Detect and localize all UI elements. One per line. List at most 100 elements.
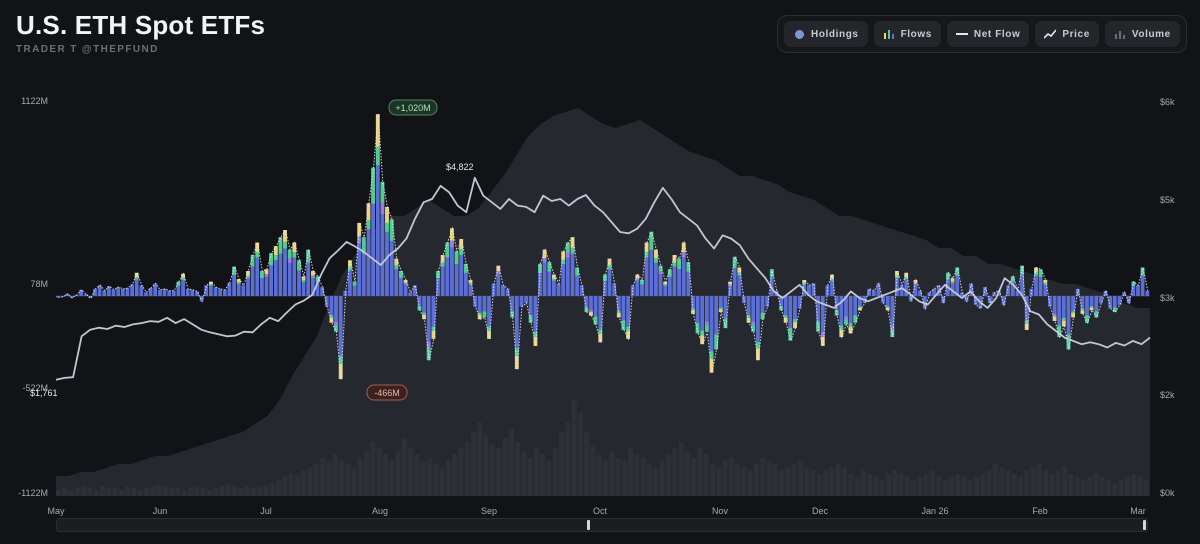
flow-bar-segment [672,262,677,267]
volume-bar [841,467,847,496]
flow-bar-segment [487,331,491,339]
flow-bar [556,283,561,296]
flow-bar [1089,296,1094,311]
flow-bar [292,242,297,296]
volume-bar [420,460,426,496]
x-tick-oct: Oct [593,506,608,516]
volume-bar [175,488,181,496]
flow-bar [788,296,793,341]
flow-bar-segment [1140,267,1145,273]
volume-bar [232,486,238,496]
volume-bar [401,438,407,496]
flow-bar-segment [1043,280,1048,283]
timeline-scrollbar-right-handle[interactable] [1143,520,1146,530]
volume-bar [376,448,382,496]
flow-bar [769,269,774,296]
volume-bar [898,473,904,496]
volume-bar [923,473,929,496]
volume-bar [395,451,401,496]
flow-bar-segment [375,146,380,166]
flow-bar-segment [426,342,431,349]
flow-bar [79,289,83,296]
x-tick-dec: Dec [812,506,829,516]
flow-bar [1136,285,1140,296]
flow-bar-segment [450,228,454,241]
volume-bar [559,432,565,496]
flow-bar-segment [635,278,640,281]
flow-bar-segment [459,239,464,250]
volume-bar [100,486,106,496]
flow-bar [603,274,607,296]
volume-bar [250,488,256,496]
flow-bar-segment [732,263,737,268]
flow-bar [482,296,487,318]
flow-bar-segment [496,271,501,275]
flows-toggle-button[interactable]: Flows [873,21,941,47]
flow-bar [204,285,209,296]
flow-bar [607,258,612,296]
flow-bar-segment [955,267,960,273]
volume-bar [414,454,420,496]
flow-bar [426,296,431,361]
flow-bar [552,274,556,296]
volume-bar [156,484,162,496]
flow-bar [640,280,644,296]
flow-bar-segment [422,312,426,315]
volume-toggle-button[interactable]: Volume [1104,21,1180,47]
volume-bar [364,451,370,496]
flow-bar-segment [575,267,579,273]
timeline-scrollbar[interactable] [56,518,1148,532]
flow-bar-segment [946,277,950,280]
volume-bar [867,473,873,496]
volume-bar [760,457,766,496]
flow-bar [399,271,403,296]
net-flow-toggle-button[interactable]: Net Flow [946,21,1030,47]
flow-bar-segment [547,262,552,269]
flow-bar-segment [598,334,603,343]
flow-bar [969,283,973,296]
volume-bar [647,464,653,496]
flow-bar [120,288,125,296]
flow-bar [209,281,213,296]
flow-bar-segment [514,348,519,356]
flow-bar-segment [232,266,236,272]
volume-bar [1080,480,1086,496]
price-toggle-button[interactable]: Price [1035,21,1099,47]
flow-bar-segment [955,272,960,276]
flow-bar-segment [1140,272,1145,276]
volume-bar [653,467,659,496]
volume-bar [219,486,225,496]
volume-bar [961,476,967,496]
flow-bar-segment [1020,271,1024,275]
flow-bar-segment [232,271,236,275]
flow-bar-segment [371,167,375,191]
volume-bar [326,460,332,496]
flow-bar [783,296,788,323]
volume-bar [980,473,986,496]
volume-bar [527,457,533,496]
volume-bar [408,448,414,496]
flow-bar [718,296,723,312]
volume-bar [640,457,646,496]
volume-bar [276,480,282,496]
volume-bar [621,460,627,496]
flow-bar [306,249,311,296]
flow-bar-segment [769,269,774,275]
flow-bar [839,296,844,337]
flow-bar [273,246,278,296]
volume-bar [81,486,87,496]
flow-bar-segment [361,237,366,248]
right-axis: $6k $5k $3k $2k $0k [1160,97,1175,498]
holdings-toggle-button[interactable]: Holdings [784,21,868,47]
flow-bar [797,296,802,309]
net-flow-line-icon [955,28,968,40]
flow-bar [445,242,450,296]
volume-bar [722,460,728,496]
max-flow-callout: +1,020M [388,99,438,116]
flow-bar [663,281,668,296]
flow-bar [987,296,992,304]
volume-bar [911,480,917,496]
flow-bar-segment [1020,265,1024,272]
flow-bar [260,271,264,296]
timeline-scrollbar-center-handle[interactable] [587,520,590,530]
